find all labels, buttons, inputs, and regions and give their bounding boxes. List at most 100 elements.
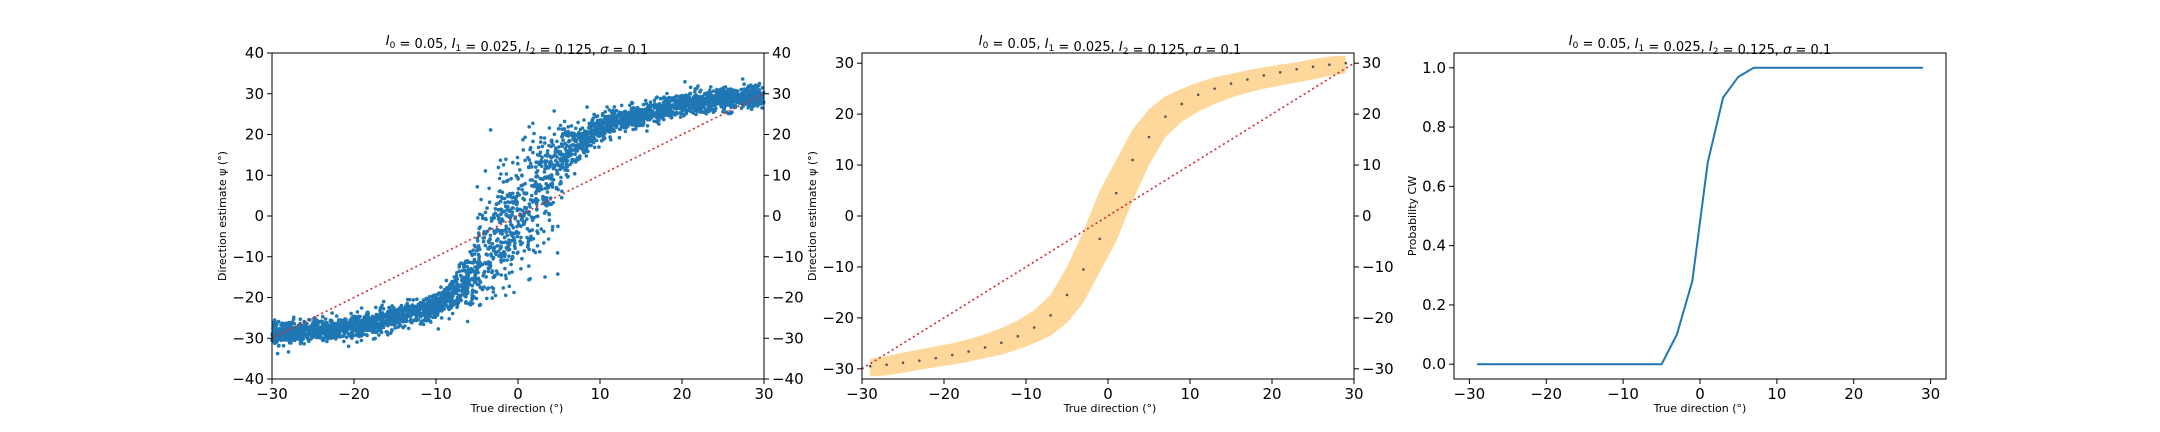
mean-point bbox=[1147, 135, 1151, 139]
scatter-point bbox=[359, 338, 364, 343]
scatter-point bbox=[578, 154, 582, 158]
scatter-point bbox=[553, 150, 558, 154]
scatter-point bbox=[731, 88, 736, 92]
scatter-point bbox=[477, 226, 482, 231]
scatter-point bbox=[400, 311, 405, 315]
scatter-point bbox=[427, 314, 431, 319]
y-tick-label: 30 bbox=[245, 85, 264, 103]
scatter-point bbox=[744, 94, 749, 99]
scatter-point bbox=[462, 282, 467, 286]
scatter-point bbox=[575, 149, 580, 153]
scatter-point bbox=[586, 149, 590, 154]
scatter-point bbox=[425, 302, 429, 307]
scatter-point bbox=[551, 143, 555, 147]
scatter-point bbox=[531, 150, 535, 155]
scatter-point bbox=[363, 320, 368, 325]
scatter-point bbox=[760, 101, 764, 106]
scatter-point bbox=[630, 100, 634, 105]
scatter-point bbox=[603, 110, 607, 114]
scatter-point bbox=[515, 207, 519, 211]
scatter-point bbox=[515, 234, 520, 239]
scatter-point bbox=[569, 153, 574, 157]
scatter-point bbox=[591, 140, 596, 145]
scatter-point bbox=[648, 114, 652, 119]
scatter-point bbox=[608, 135, 612, 139]
scatter-point bbox=[320, 314, 325, 319]
scatter-point bbox=[476, 264, 480, 268]
scatter-point bbox=[392, 312, 397, 317]
scatter-point bbox=[503, 201, 507, 205]
scatter-point bbox=[401, 325, 405, 330]
scatter-point bbox=[619, 103, 624, 108]
y-tick-label-right: −30 bbox=[772, 329, 804, 347]
scatter-point bbox=[374, 305, 378, 310]
mean-point bbox=[1311, 65, 1315, 69]
x-tick-label: −10 bbox=[420, 385, 452, 403]
scatter-point bbox=[674, 94, 679, 98]
scatter-point bbox=[540, 187, 544, 191]
mean-point bbox=[1246, 78, 1249, 81]
scatter-point bbox=[648, 111, 652, 116]
scatter-point bbox=[682, 94, 687, 98]
scatter-point bbox=[740, 99, 745, 103]
scatter-point bbox=[504, 276, 509, 281]
scatter-point bbox=[557, 145, 561, 149]
scatter-point bbox=[499, 228, 504, 233]
scatter-point bbox=[496, 207, 501, 212]
scatter-point bbox=[473, 265, 477, 269]
scatter-point bbox=[329, 328, 333, 333]
scatter-point bbox=[546, 165, 550, 169]
scatter-point bbox=[522, 191, 527, 196]
scatter-point bbox=[342, 322, 347, 327]
y-tick-label-right: −40 bbox=[772, 370, 804, 388]
scatter-point bbox=[597, 124, 601, 129]
scatter-point bbox=[528, 146, 533, 150]
scatter-point bbox=[607, 126, 611, 130]
scatter-point bbox=[375, 321, 379, 326]
mean-point bbox=[1098, 237, 1102, 241]
scatter-point bbox=[324, 334, 328, 338]
scatter-point bbox=[399, 315, 404, 320]
scatter-point bbox=[390, 304, 395, 308]
scatter-point bbox=[538, 250, 542, 254]
y-tick-label-right: 40 bbox=[772, 44, 791, 62]
y-tick-label: 0 bbox=[254, 207, 264, 225]
x-tick-label: −10 bbox=[1010, 385, 1042, 403]
scatter-point bbox=[657, 116, 661, 121]
scatter-point bbox=[409, 320, 414, 325]
y-tick-label: 20 bbox=[245, 126, 264, 144]
scatter-point bbox=[392, 320, 396, 324]
scatter-point bbox=[760, 86, 765, 90]
title-part: I bbox=[1569, 34, 1573, 49]
scatter-point bbox=[631, 116, 636, 121]
scatter-point bbox=[549, 162, 553, 167]
y-tick-label: 20 bbox=[835, 105, 854, 123]
scatter-point bbox=[519, 267, 523, 271]
scatter-point bbox=[497, 189, 502, 194]
scatter-point bbox=[526, 155, 530, 160]
mean-point bbox=[1164, 115, 1167, 118]
scatter-point bbox=[688, 85, 693, 90]
scatter-point bbox=[661, 110, 665, 115]
mean-point bbox=[1328, 63, 1331, 67]
scatter-point bbox=[576, 134, 581, 139]
scatter-point bbox=[504, 157, 508, 162]
y-tick-label: 1.0 bbox=[1422, 59, 1446, 77]
scatter-point bbox=[563, 130, 568, 134]
scatter-point bbox=[406, 326, 411, 331]
scatter-point bbox=[442, 288, 447, 292]
scatter-point bbox=[502, 196, 507, 201]
scatter-point bbox=[377, 333, 381, 337]
scatter-point bbox=[473, 276, 478, 280]
title-part: I bbox=[1119, 40, 1123, 55]
scatter-point bbox=[538, 140, 543, 144]
scatter-point bbox=[465, 265, 470, 269]
title-part: = 0.025, bbox=[461, 40, 526, 55]
scatter-point bbox=[487, 186, 491, 191]
scatter-point bbox=[528, 205, 532, 209]
y-tick-label: 40 bbox=[245, 44, 264, 62]
scatter-point bbox=[431, 297, 436, 301]
scatter-point bbox=[430, 304, 435, 309]
scatter-point bbox=[581, 144, 586, 148]
